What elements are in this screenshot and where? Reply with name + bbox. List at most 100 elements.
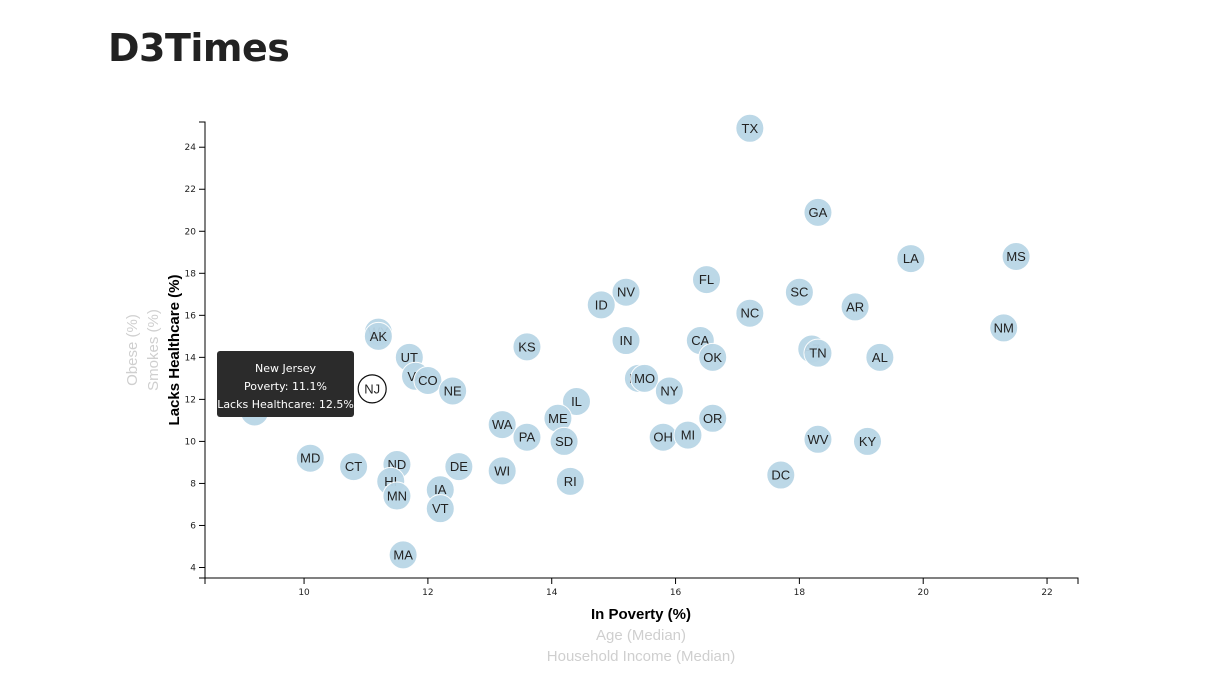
state-point-ne[interactable]: NE (438, 376, 468, 406)
state-circle[interactable] (698, 342, 728, 372)
state-point-ms[interactable]: MS (1001, 241, 1031, 271)
state-point-mi[interactable]: MI (673, 420, 703, 450)
state-circle[interactable] (363, 321, 393, 351)
state-label: IL (571, 394, 582, 409)
state-circle[interactable] (425, 494, 455, 524)
state-point-la[interactable]: LA (896, 244, 926, 274)
state-point-ak[interactable]: AK (363, 321, 393, 351)
state-point-wa[interactable]: WA (487, 410, 517, 440)
tooltip-state-name: New Jersey (254, 362, 317, 375)
state-point-ma[interactable]: MA (388, 540, 418, 570)
state-circle[interactable] (896, 244, 926, 274)
state-circle[interactable] (803, 338, 833, 368)
state-circle[interactable] (512, 332, 542, 362)
state-circle[interactable] (561, 386, 591, 416)
state-point-me[interactable]: ME (543, 403, 573, 433)
state-point-nj[interactable]: NJ (357, 374, 387, 404)
state-circle[interactable] (630, 363, 660, 393)
state-point-mn[interactable]: MN (382, 481, 412, 511)
state-circle[interactable] (698, 403, 728, 433)
state-point-ky[interactable]: KY (852, 426, 882, 456)
y-tick-label: 22 (185, 185, 196, 195)
state-label: GA (809, 205, 828, 220)
state-circle[interactable] (735, 113, 765, 143)
state-point-ct[interactable]: CT (339, 452, 369, 482)
state-circle[interactable] (512, 422, 542, 452)
state-circle[interactable] (784, 277, 814, 307)
state-circle[interactable] (413, 365, 443, 395)
state-point-ks[interactable]: KS (512, 332, 542, 362)
y-axis-label[interactable]: Lacks Healthcare (%) (166, 275, 183, 426)
state-circle[interactable] (388, 540, 418, 570)
state-point-wi[interactable]: WI (487, 456, 517, 486)
state-circle[interactable] (295, 443, 325, 473)
state-circle[interactable] (803, 424, 833, 454)
state-point-in[interactable]: IN (611, 326, 641, 356)
state-point-id[interactable]: ID (586, 290, 616, 320)
state-circle[interactable] (989, 313, 1019, 343)
state-circle[interactable] (673, 420, 703, 450)
state-circle[interactable] (487, 456, 517, 486)
x-axis-label[interactable]: In Poverty (%) (591, 606, 691, 623)
state-point-nv[interactable]: NV (611, 277, 641, 307)
state-circle[interactable] (487, 410, 517, 440)
y-axis-label[interactable]: Obese (%) (124, 314, 141, 386)
state-circle[interactable] (1001, 241, 1031, 271)
state-point-or[interactable]: OR (698, 403, 728, 433)
state-point-fl[interactable]: FL (692, 265, 722, 295)
state-label: PA (519, 430, 536, 445)
state-circle[interactable] (766, 460, 796, 490)
state-point-nc[interactable]: NC (735, 298, 765, 328)
state-circle[interactable] (555, 466, 585, 496)
state-circle[interactable] (438, 376, 468, 406)
state-point-al[interactable]: AL (865, 342, 895, 372)
state-label: OR (703, 411, 723, 426)
state-circle[interactable] (339, 452, 369, 482)
state-point-pa[interactable]: PA (512, 422, 542, 452)
state-point-ri[interactable]: RI (555, 466, 585, 496)
x-axis: 10 12 14 16 18 20 22 (204, 577, 1079, 598)
state-point-dc[interactable]: DC (766, 460, 796, 490)
state-circle[interactable] (654, 376, 684, 406)
y-axis-label[interactable]: Smokes (%) (145, 309, 162, 391)
y-tick-label: 24 (185, 143, 197, 153)
state-circle[interactable] (611, 277, 641, 307)
state-circle[interactable] (586, 290, 616, 320)
state-point-ga[interactable]: GA (803, 197, 833, 227)
state-point-sd[interactable]: SD (549, 426, 579, 456)
state-point-nm[interactable]: NM (989, 313, 1019, 343)
state-point-tn[interactable]: TN (803, 338, 833, 368)
state-circle[interactable] (803, 197, 833, 227)
state-circle[interactable] (692, 265, 722, 295)
state-point-sc[interactable]: SC (784, 277, 814, 307)
state-circle[interactable] (735, 298, 765, 328)
state-point-wv[interactable]: WV (803, 424, 833, 454)
state-label: CA (691, 333, 709, 348)
state-circle[interactable] (357, 374, 387, 404)
state-circle[interactable] (865, 342, 895, 372)
state-label: WI (494, 463, 510, 478)
x-axis-label[interactable]: Age (Median) (596, 627, 686, 644)
state-point-de[interactable]: DE (444, 452, 474, 482)
state-point-mo[interactable]: MO (630, 363, 660, 393)
state-point-co[interactable]: CO (413, 365, 443, 395)
state-point-md[interactable]: MD (295, 443, 325, 473)
state-point-ok[interactable]: OK (698, 342, 728, 372)
state-label: DC (771, 468, 790, 483)
state-point-il[interactable]: IL (561, 386, 591, 416)
state-label: UT (401, 350, 418, 365)
state-circle[interactable] (549, 426, 579, 456)
state-circle[interactable] (444, 452, 474, 482)
x-axis-label[interactable]: Household Income (Median) (547, 648, 735, 665)
state-point-ny[interactable]: NY (654, 376, 684, 406)
state-point-ar[interactable]: AR (840, 292, 870, 322)
state-point-oh[interactable]: OH (648, 422, 678, 452)
state-circle[interactable] (382, 481, 412, 511)
state-circle[interactable] (852, 426, 882, 456)
state-circle[interactable] (611, 326, 641, 356)
state-label: NE (444, 383, 462, 398)
state-label: TN (809, 346, 826, 361)
state-point-tx[interactable]: TX (735, 113, 765, 143)
state-circle[interactable] (840, 292, 870, 322)
state-point-vt[interactable]: VT (425, 494, 455, 524)
